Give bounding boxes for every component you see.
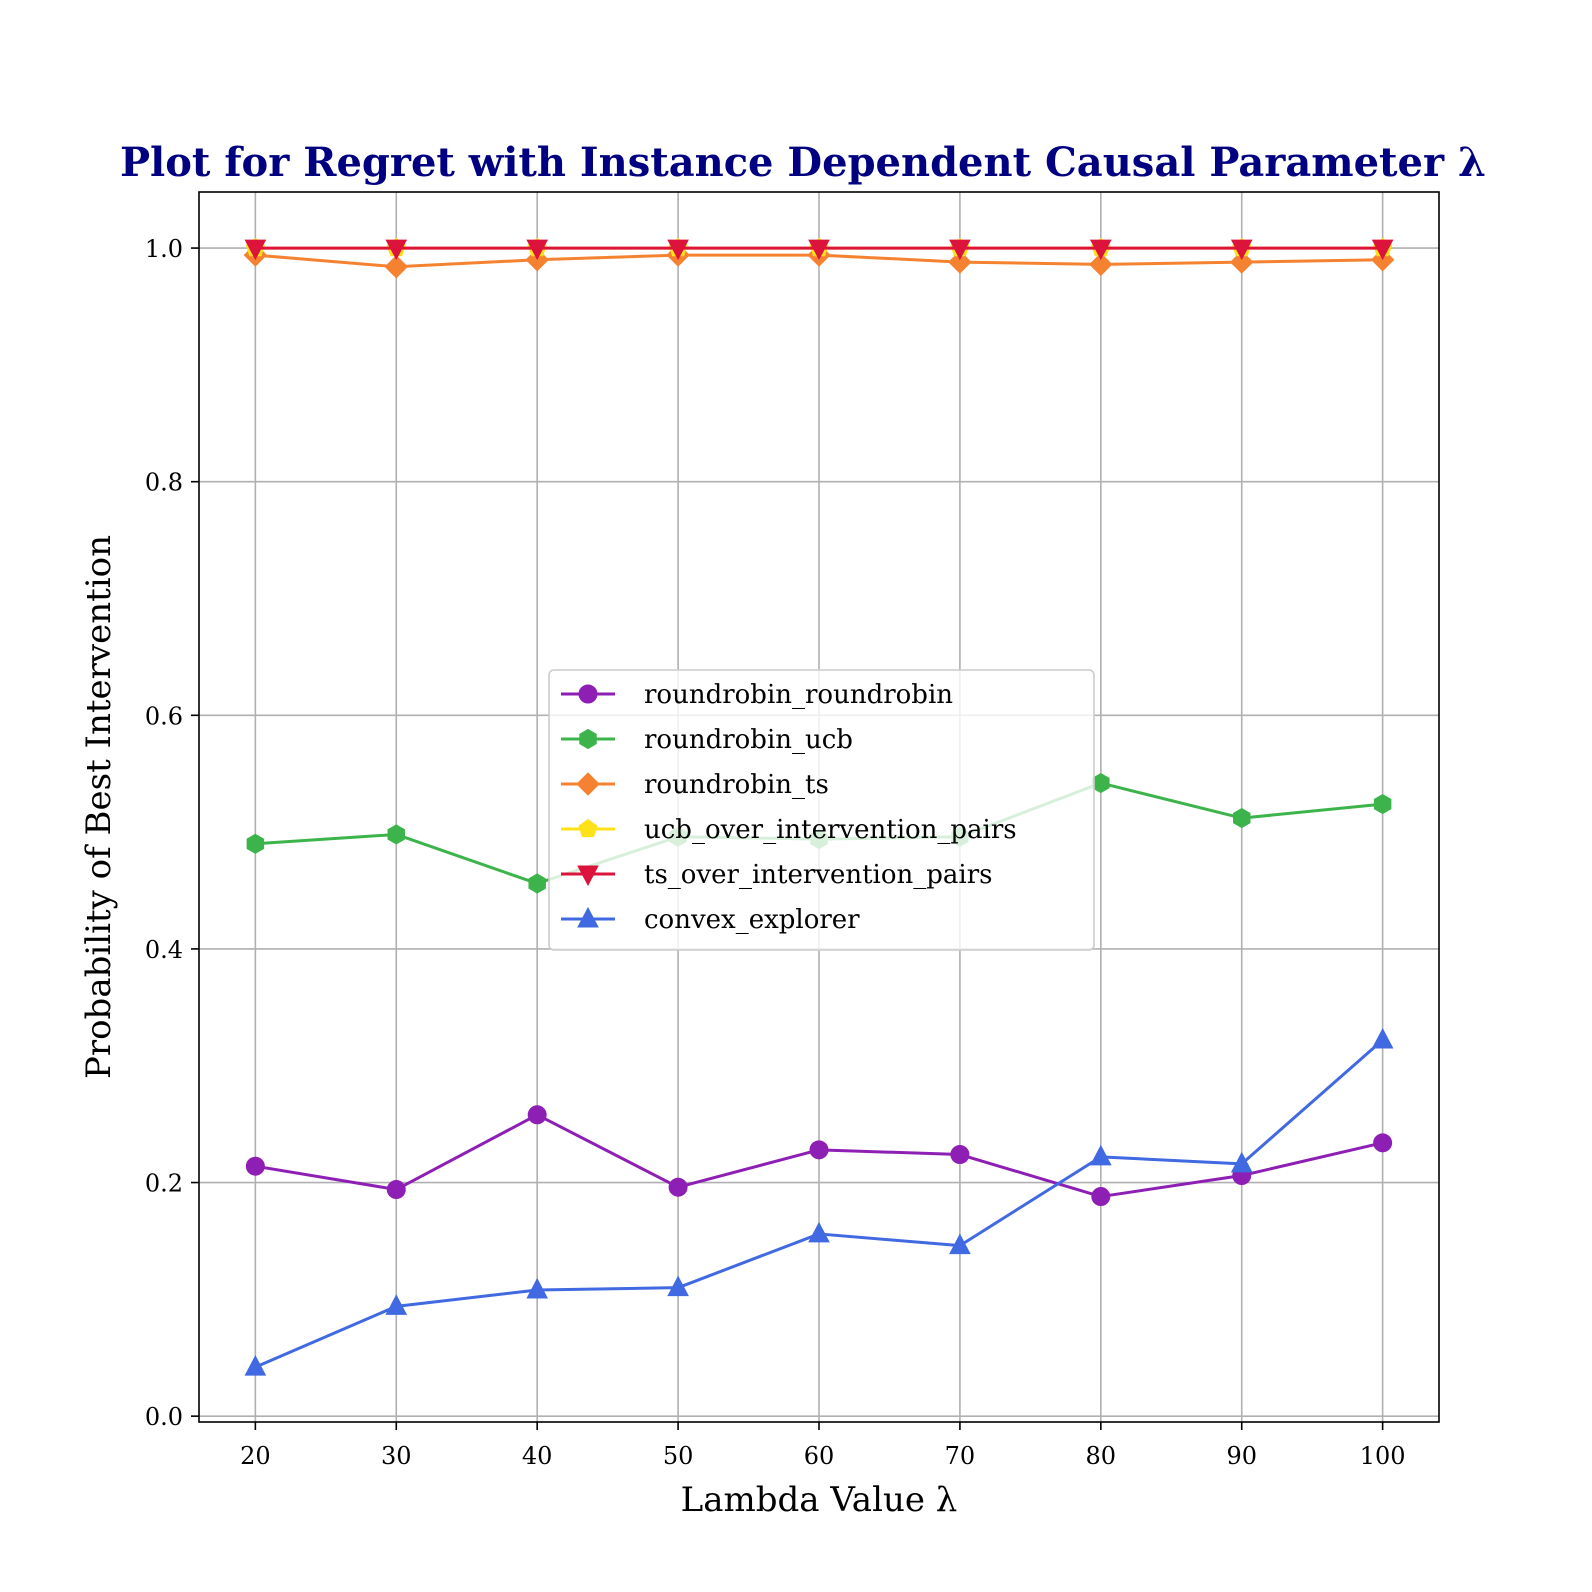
- data-point: [808, 239, 830, 261]
- data-point: [1371, 1027, 1394, 1049]
- data-point: [1230, 250, 1254, 274]
- data-point: [386, 1180, 406, 1200]
- legend-item: ucb_over_intervention_pairs: [561, 815, 1017, 845]
- legend-item: ts_over_intervention_pairs: [561, 860, 993, 890]
- data-point: [526, 239, 549, 261]
- data-point: [1230, 239, 1253, 261]
- data-point: [385, 239, 408, 261]
- x-tick-label: 80: [1086, 1442, 1117, 1470]
- data-point: [1089, 252, 1113, 277]
- legend-item: roundrobin_ts: [561, 770, 829, 800]
- data-point: [949, 1233, 971, 1255]
- data-point: [1089, 1144, 1112, 1166]
- data-point: [808, 1221, 830, 1243]
- y-tick-label: 0.8: [145, 469, 183, 497]
- data-point: [384, 255, 408, 279]
- data-point: [1089, 239, 1112, 261]
- legend-marker: [577, 865, 599, 887]
- data-point: [1371, 239, 1394, 261]
- legend: roundrobin_roundrobin roundrobin_ucbround…: [548, 669, 1095, 951]
- data-point: [950, 1145, 970, 1165]
- data-point: [1230, 1151, 1253, 1173]
- legend-label: convex_explorer: [644, 905, 860, 935]
- data-point: [948, 250, 972, 274]
- data-point: [1373, 1133, 1393, 1153]
- legend-marker: [576, 772, 600, 796]
- y-tick-label: 0.2: [145, 1170, 183, 1198]
- y-axis-label: Probability of Best Intervention: [79, 535, 119, 1079]
- x-tick-label: 60: [804, 1442, 835, 1470]
- y-tick-label: 1.0: [145, 235, 183, 263]
- data-point: [246, 833, 265, 854]
- data-point: [244, 239, 267, 261]
- x-tick-label: 20: [240, 1442, 271, 1470]
- y-tick-label: 0.4: [145, 936, 183, 964]
- legend-marker: [578, 684, 598, 704]
- plot-series: [243, 237, 1395, 1376]
- axis-ticks: 20 30 40 50 60 70 80 90 100 0.0 0.2 0.4 0.6 0.8 1.0: [145, 235, 1406, 1470]
- data-point: [949, 239, 971, 261]
- data-point: [1091, 1187, 1111, 1207]
- x-tick-label: 100: [1360, 1442, 1406, 1470]
- legend-label: roundrobin_ts: [644, 770, 829, 800]
- x-tick-label: 70: [945, 1442, 976, 1470]
- data-point: [667, 1275, 689, 1297]
- data-point: [1233, 808, 1251, 829]
- data-point: [387, 824, 405, 845]
- legend-marker: [579, 728, 597, 750]
- legend-frame: [548, 669, 1095, 951]
- x-tick-label: 50: [663, 1442, 694, 1470]
- data-point: [809, 1140, 829, 1160]
- legend-label: ts_over_intervention_pairs: [644, 860, 993, 890]
- x-tick-label: 30: [381, 1442, 412, 1470]
- x-tick-label: 40: [522, 1442, 553, 1470]
- legend-item: roundrobin_ucb: [561, 725, 853, 755]
- data-point: [1373, 794, 1392, 815]
- legend-marker: [577, 906, 599, 928]
- data-point: [526, 1277, 549, 1299]
- y-tick-label: 0.0: [145, 1403, 183, 1431]
- legend-label: ucb_over_intervention_pairs: [644, 815, 1017, 845]
- legend-item: convex_explorer: [561, 905, 860, 935]
- series-ts_over_intervention_pairs: [244, 239, 1394, 261]
- data-point: [245, 1156, 265, 1176]
- x-axis-label: Lambda Value λ: [681, 1480, 958, 1520]
- data-point: [528, 873, 546, 894]
- data-point: [527, 1105, 547, 1125]
- data-point: [668, 1177, 688, 1197]
- legend-marker: [578, 818, 598, 838]
- y-tick-label: 0.6: [145, 702, 183, 730]
- legend-label: roundrobin_ucb: [644, 725, 853, 755]
- data-point: [667, 239, 689, 261]
- series-convex_explorer: [244, 1027, 1394, 1376]
- data-point: [1092, 772, 1110, 794]
- x-tick-label: 90: [1226, 1442, 1257, 1470]
- legend-label: roundrobin_roundrobin: [644, 680, 953, 710]
- data-point: [244, 1355, 267, 1376]
- data-point: [385, 1294, 408, 1315]
- legend-item: roundrobin_roundrobin: [561, 680, 953, 710]
- chart-title: Plot for Regret with Instance Dependent …: [120, 139, 1486, 186]
